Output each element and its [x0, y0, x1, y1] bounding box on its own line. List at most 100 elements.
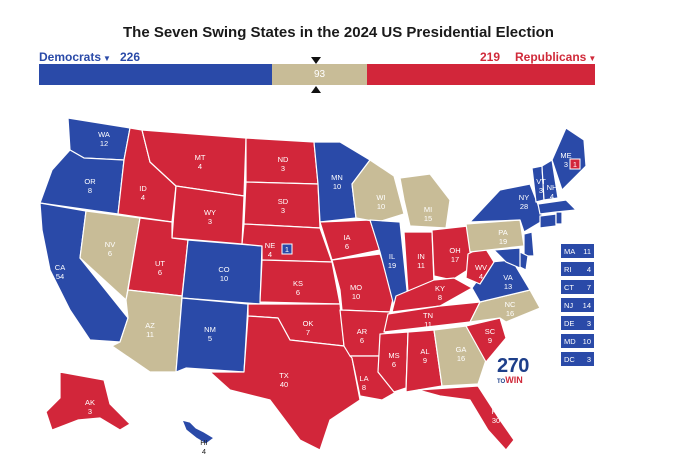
page-title: The Seven Swing States in the 2024 US Pr…: [123, 24, 554, 41]
state-ev-ok: 7: [306, 328, 310, 337]
state-label-ga: GA: [456, 345, 467, 354]
small-state-ri[interactable]: RI 4: [561, 262, 594, 276]
ne-district-label: 1: [285, 245, 289, 254]
me-district-box[interactable]: [569, 158, 581, 170]
democrats-dropdown[interactable]: Democrats ▼: [39, 50, 111, 64]
state-ma[interactable]: [537, 199, 577, 215]
state-label-nc: NC: [505, 300, 516, 309]
state-ev-ny: 28: [520, 202, 528, 211]
state-ev-nh: 4: [550, 192, 554, 201]
state-nj[interactable]: [523, 231, 535, 257]
state-label-id: ID: [139, 184, 147, 193]
state-ev-ks: 6: [296, 288, 300, 297]
state-ev-sd: 3: [281, 206, 285, 215]
democrats-bar: [39, 64, 272, 85]
state-label-tn: TN: [423, 311, 433, 320]
small-state-md[interactable]: MD 10: [561, 334, 594, 348]
state-ev-va: 13: [504, 282, 512, 291]
state-ev-ia: 6: [345, 242, 349, 251]
state-me[interactable]: [551, 127, 587, 191]
state-ev-sc: 9: [488, 336, 492, 345]
state-label-ia: IA: [343, 233, 350, 242]
state-al[interactable]: [405, 329, 443, 393]
state-label-wi: WI: [376, 193, 385, 202]
state-sc[interactable]: [465, 317, 507, 363]
state-ev-mi: 15: [424, 214, 432, 223]
state-wi[interactable]: [351, 159, 405, 223]
state-ev-ne: 4: [268, 250, 272, 259]
state-ev-fl: 30: [492, 416, 500, 425]
state-or[interactable]: [39, 149, 125, 215]
small-state-ct[interactable]: CT 7: [561, 280, 594, 294]
state-label-tx: TX: [279, 371, 289, 380]
state-label-co: CO: [218, 265, 229, 274]
state-label-ny: NY: [519, 193, 529, 202]
state-fl[interactable]: [417, 385, 515, 451]
state-ev-nm: 5: [208, 334, 212, 343]
state-ev-oh: 17: [451, 255, 459, 264]
small-state-de[interactable]: DE 3: [561, 316, 594, 330]
state-label-in: IN: [417, 252, 425, 261]
state-ev-ut: 6: [158, 268, 162, 277]
state-ri[interactable]: [555, 211, 563, 225]
state-label-fl: FL: [492, 407, 501, 416]
state-ev-id: 4: [141, 193, 145, 202]
ne-district-box[interactable]: [281, 243, 293, 255]
small-state-ev: 11: [583, 246, 591, 256]
state-md[interactable]: [493, 247, 521, 269]
state-oh[interactable]: [431, 225, 475, 281]
state-az[interactable]: [111, 289, 183, 373]
state-ev-wv: 4: [479, 272, 483, 281]
logo-number: 270: [497, 355, 529, 377]
state-pa[interactable]: [465, 219, 525, 253]
state-label-ks: KS: [293, 279, 303, 288]
small-state-dc[interactable]: DC 3: [561, 352, 594, 366]
state-nh[interactable]: [541, 159, 559, 201]
small-state-abbr: MD: [564, 336, 576, 346]
state-nm[interactable]: [175, 297, 249, 373]
republicans-dropdown[interactable]: Republicans ▼: [515, 50, 596, 64]
state-ev-ca: 54: [56, 272, 64, 281]
state-ev-me: 3: [564, 160, 568, 169]
state-label-mi: MI: [424, 205, 432, 214]
state-ms[interactable]: [377, 331, 409, 393]
state-label-ms: MS: [388, 351, 399, 360]
270towin-logo[interactable]: 270 TOWIN: [497, 355, 529, 387]
small-state-abbr: RI: [564, 264, 572, 274]
state-label-il: IL: [389, 252, 395, 261]
state-label-vt: VT: [536, 177, 546, 186]
small-state-ev: 7: [586, 282, 591, 292]
state-ev-vt: 3: [539, 186, 543, 195]
logo-tagline: TOWIN: [497, 375, 529, 387]
state-label-az: AZ: [145, 321, 155, 330]
small-state-ma[interactable]: MA 11: [561, 244, 594, 258]
state-label-me: ME: [560, 151, 571, 160]
state-label-nv: NV: [105, 240, 115, 249]
state-ev-ar: 6: [360, 336, 364, 345]
small-state-ev: 14: [582, 300, 591, 310]
state-label-mn: MN: [331, 173, 343, 182]
state-ct[interactable]: [539, 213, 557, 229]
state-ev-al: 9: [423, 356, 427, 365]
state-tx[interactable]: [209, 315, 361, 451]
me-district-label: 1: [573, 160, 577, 169]
state-ev-or: 8: [88, 186, 92, 195]
state-ev-mn: 10: [333, 182, 341, 191]
state-ev-wa: 12: [100, 139, 108, 148]
small-state-ev: 4: [586, 264, 591, 274]
democrats-label: Democrats: [39, 50, 102, 64]
state-label-al: AL: [420, 347, 429, 356]
state-hi[interactable]: [181, 419, 215, 445]
state-ak[interactable]: [45, 371, 131, 431]
state-label-ok: OK: [303, 319, 314, 328]
state-label-wy: WY: [204, 208, 216, 217]
state-label-ut: UT: [155, 259, 165, 268]
logo-to: TO: [497, 379, 506, 385]
small-state-nj[interactable]: NJ 14: [561, 298, 594, 312]
state-label-sc: SC: [485, 327, 496, 336]
state-ev-tx: 40: [280, 380, 288, 389]
state-ga[interactable]: [433, 325, 487, 387]
state-ev-nc: 16: [506, 309, 514, 318]
state-ev-ky: 8: [438, 293, 442, 302]
